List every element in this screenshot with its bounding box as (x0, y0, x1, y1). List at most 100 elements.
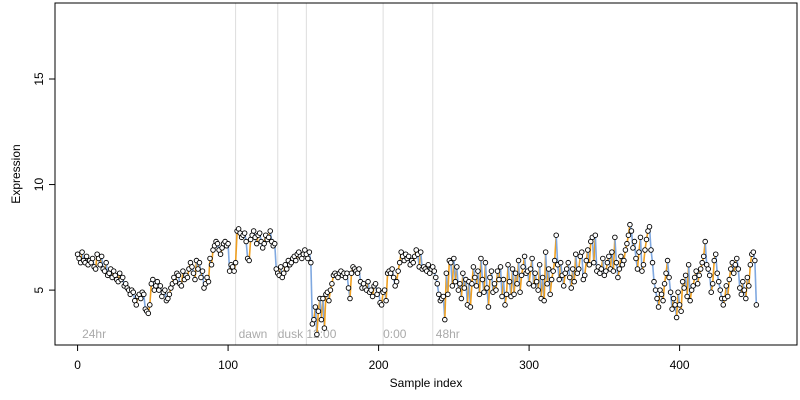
data-point (646, 224, 653, 230)
data-point (449, 283, 456, 289)
data-point (610, 268, 617, 274)
data-point (79, 249, 85, 255)
data-point (184, 274, 191, 281)
series-segment (748, 264, 752, 286)
data-point (348, 270, 355, 276)
data-point (511, 291, 517, 298)
data-point (654, 295, 660, 302)
data-point (226, 268, 233, 274)
data-point (536, 262, 543, 268)
series-segment (588, 241, 592, 265)
data-point (708, 289, 714, 295)
data-point (636, 249, 642, 255)
series-segment (737, 268, 741, 289)
data-point (460, 270, 466, 276)
data-point (494, 268, 501, 274)
data-point (312, 304, 319, 310)
data-point (705, 266, 711, 272)
annotation-label: dawn (239, 327, 268, 341)
data-point (569, 266, 576, 272)
data-point (535, 287, 541, 293)
data-point (457, 281, 463, 287)
data-point (631, 238, 638, 245)
series-segment (519, 275, 523, 293)
data-point (440, 293, 447, 300)
data-point (344, 270, 350, 276)
data-point (166, 291, 173, 298)
series-segment (323, 294, 327, 329)
data-point (293, 257, 299, 264)
data-point (600, 255, 606, 262)
data-point (573, 251, 579, 257)
y-tick-label: 10 (32, 178, 46, 192)
data-point (196, 259, 203, 266)
data-point (547, 291, 553, 298)
data-point (232, 259, 239, 266)
data-point (499, 293, 505, 300)
data-point (130, 289, 137, 295)
annotation-label: 0:00 (383, 327, 407, 341)
data-point (311, 316, 317, 323)
data-point (618, 253, 624, 260)
data-point (682, 272, 689, 279)
data-point (583, 257, 590, 264)
data-point (679, 278, 686, 285)
data-point (470, 264, 477, 270)
data-point (740, 278, 746, 285)
data-point (214, 240, 221, 247)
data-point (633, 255, 639, 262)
series-segment (234, 230, 238, 263)
data-point (612, 234, 618, 241)
data-point (141, 291, 147, 298)
data-point (566, 274, 573, 281)
data-point (329, 281, 335, 287)
data-point (652, 287, 659, 293)
data-point (436, 291, 442, 298)
data-point (530, 283, 537, 289)
data-point (485, 304, 492, 310)
series-segment (555, 235, 559, 265)
annotation-label: 24hr (82, 327, 106, 341)
data-point (175, 272, 182, 279)
data-point (442, 316, 448, 323)
annotation-label: 12:00 (306, 327, 336, 341)
data-point (586, 262, 593, 268)
data-point (625, 232, 632, 238)
data-point (598, 266, 605, 272)
x-tick-label: 400 (670, 358, 690, 372)
data-point (505, 262, 511, 268)
data-point (717, 287, 723, 293)
data-point (532, 270, 538, 276)
data-point (506, 278, 513, 285)
series-segment (487, 277, 491, 308)
time-dividers (235, 3, 434, 345)
data-point (544, 281, 550, 287)
data-point (378, 302, 385, 308)
data-point (147, 302, 153, 308)
data-point (514, 281, 520, 287)
data-point (157, 283, 164, 289)
data-point (681, 285, 687, 291)
data-point (396, 259, 403, 266)
data-point (553, 232, 559, 238)
data-point (434, 281, 441, 287)
data-point (445, 291, 451, 298)
data-point (627, 221, 633, 228)
data-point (318, 316, 325, 323)
data-point (491, 281, 498, 287)
data-point (500, 276, 507, 283)
data-point (634, 266, 641, 272)
series-segment (469, 283, 473, 308)
data-point (690, 283, 696, 289)
data-point (557, 259, 564, 266)
data-point (699, 259, 705, 266)
data-point (622, 247, 629, 253)
data-point (472, 274, 478, 281)
data-point (630, 245, 636, 251)
data-point (518, 272, 525, 279)
data-point (98, 253, 105, 260)
data-point (541, 297, 547, 304)
series-segment (507, 264, 511, 282)
data-point (676, 302, 683, 308)
